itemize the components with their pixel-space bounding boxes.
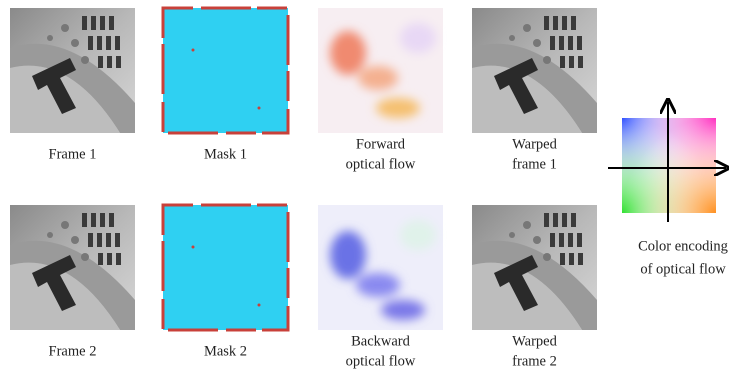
caption: Mask 1 xyxy=(204,146,247,162)
image-panel xyxy=(10,8,135,133)
figure: Frame 1 Mask 1 Forward optical flow Warped fr… xyxy=(0,0,729,370)
caption: frame 2 xyxy=(512,353,557,369)
image-panel xyxy=(472,205,597,330)
panels: Frame 1 Mask 1 Forward optical flow Warped fr… xyxy=(10,8,597,369)
image-panel xyxy=(472,8,597,133)
legend-caption: of optical flow xyxy=(640,261,726,277)
image-panel xyxy=(163,205,288,330)
caption: optical flow xyxy=(346,353,416,369)
image-panel xyxy=(10,205,135,330)
caption: Frame 1 xyxy=(49,146,97,162)
caption: Warped xyxy=(512,333,557,349)
legend-caption: Color encoding xyxy=(638,238,728,254)
caption: optical flow xyxy=(346,156,416,172)
caption: Warped xyxy=(512,136,557,152)
caption: Mask 2 xyxy=(204,343,247,359)
image-panel xyxy=(318,205,443,330)
caption: Forward xyxy=(356,136,406,152)
image-panel xyxy=(318,8,443,133)
caption: Frame 2 xyxy=(49,343,97,359)
caption: Backward xyxy=(351,333,411,349)
image-panel xyxy=(163,8,288,133)
color-wheel xyxy=(608,102,726,222)
caption: frame 1 xyxy=(512,156,557,172)
